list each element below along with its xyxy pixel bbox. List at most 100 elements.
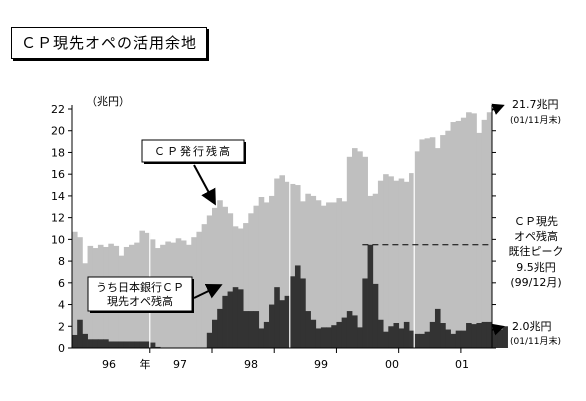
operation-bar-74 — [455, 330, 462, 348]
operation-bar-14 — [144, 341, 151, 348]
x-tick-label-1: 年 — [140, 357, 151, 371]
peak-line2: オペ残高 — [514, 229, 558, 243]
issuance-bar-76 — [466, 112, 472, 348]
issuance-bar-26 — [206, 215, 213, 348]
operation-bar-40 — [279, 300, 285, 348]
issuance-bar-71 — [440, 135, 446, 348]
operation-bar-4 — [92, 339, 99, 348]
issuance-arrow — [193, 164, 216, 206]
operation-bar-62 — [393, 323, 400, 348]
issuance-bar-39 — [274, 178, 280, 348]
issuance-bar-77 — [471, 113, 477, 348]
operation-bar-52 — [341, 317, 348, 348]
issuance-bar-73 — [450, 122, 457, 348]
operation-bars — [72, 244, 508, 348]
operation-bar-3 — [87, 339, 94, 348]
issuance-bar-53 — [346, 156, 353, 348]
issuance-bar-1 — [77, 237, 83, 348]
boj-label-line2: 現先オペ残高 — [107, 294, 173, 308]
y-tick-label-8: 8 — [58, 255, 65, 268]
issuance-bar-44 — [300, 201, 306, 348]
x-tick-label-0: 96 — [102, 358, 116, 371]
operation-bar-81 — [492, 325, 498, 348]
operation-bar-2 — [82, 333, 88, 348]
issuance-bar-45 — [305, 193, 311, 348]
y-tick-label-20: 20 — [51, 125, 65, 138]
operation-bar-76 — [466, 323, 472, 348]
issuance-bar-58 — [372, 193, 379, 348]
operation-bar-37 — [263, 321, 270, 348]
issuance-bar-66 — [414, 151, 420, 348]
operation-bar-56 — [362, 278, 368, 348]
x-tick-label-6: 01 — [455, 358, 469, 371]
operation-bar-59 — [377, 319, 384, 348]
bottom-value-pointer — [491, 323, 505, 336]
issuance-bar-30 — [227, 213, 234, 348]
issuance-bar-0 — [72, 231, 78, 348]
operation-bar-5 — [97, 339, 104, 348]
issuance-bar-2 — [82, 263, 88, 348]
operation-bar-34 — [248, 311, 254, 348]
operation-bar-69 — [429, 321, 436, 348]
issuance-bar-61 — [388, 176, 394, 348]
issuance-bar-42 — [289, 183, 296, 348]
y-tick-label-0: 0 — [58, 342, 65, 355]
issuance-bar-70 — [434, 148, 441, 348]
issuance-bar-67 — [419, 139, 425, 348]
issuance-bar-62 — [393, 180, 400, 348]
issuance-label-shadow — [244, 142, 246, 164]
operation-bar-43 — [294, 265, 301, 348]
x-tick-label-3: 98 — [244, 358, 258, 371]
issuance-bar-63 — [398, 178, 405, 348]
operation-bar-75 — [460, 330, 467, 348]
issuance-bar-72 — [445, 130, 451, 348]
x-tick-label-5: 00 — [385, 358, 399, 371]
y-axis-unit: （兆円） — [86, 95, 130, 108]
peak-value: 9.5兆円 — [516, 261, 556, 274]
issuance-bar-27 — [212, 207, 218, 348]
operation-bar-71 — [440, 323, 446, 348]
operation-bar-1 — [77, 319, 83, 348]
operation-bar-78 — [476, 323, 483, 348]
operation-bar-27 — [212, 319, 218, 348]
x-tick-label-2: 97 — [173, 358, 187, 371]
operation-bar-48 — [320, 327, 327, 348]
issuance-bar-75 — [460, 117, 467, 348]
issuance-bar-29 — [222, 206, 228, 348]
issuance-bar-74 — [455, 120, 462, 348]
issuance-bar-49 — [326, 202, 332, 348]
y-tick-label-12: 12 — [51, 212, 65, 225]
issuance-bar-54 — [352, 148, 358, 348]
axes — [71, 105, 493, 349]
operation-bar-46 — [310, 319, 317, 348]
operation-bar-80 — [486, 321, 493, 348]
issuance-bar-28 — [217, 200, 223, 348]
issuance-bar-48 — [320, 205, 327, 348]
operation-bar-31 — [232, 287, 239, 348]
issuance-label-shadow-b — [144, 162, 246, 164]
operation-bar-35 — [253, 311, 260, 348]
issuance-bar-34 — [248, 213, 254, 348]
operation-bar-28 — [217, 308, 223, 348]
chart-title: ＣＰ現先オペの活用余地 — [11, 27, 207, 59]
issuance-bar-59 — [377, 180, 384, 348]
peak-line3: 既往ピーク — [509, 244, 564, 258]
operation-bar-67 — [419, 333, 425, 348]
operation-bar-42 — [289, 276, 296, 348]
operation-bar-16 — [154, 346, 161, 348]
operation-bar-30 — [227, 291, 234, 348]
operation-bar-63 — [398, 328, 405, 348]
operation-bar-68 — [424, 331, 431, 348]
operation-bar-49 — [326, 327, 332, 348]
operation-bar-38 — [269, 304, 275, 348]
operation-bar-47 — [315, 328, 322, 348]
operation-bar-9 — [118, 341, 125, 348]
operation-bar-58 — [372, 283, 379, 348]
bottom-value: 2.0兆円 — [512, 320, 552, 333]
y-tick-label-16: 16 — [51, 168, 65, 181]
issuance-bar-56 — [362, 156, 368, 348]
issuance-bar-64 — [403, 181, 410, 348]
peak-line1: ＣＰ現先 — [514, 215, 558, 228]
operation-bar-54 — [352, 315, 358, 348]
